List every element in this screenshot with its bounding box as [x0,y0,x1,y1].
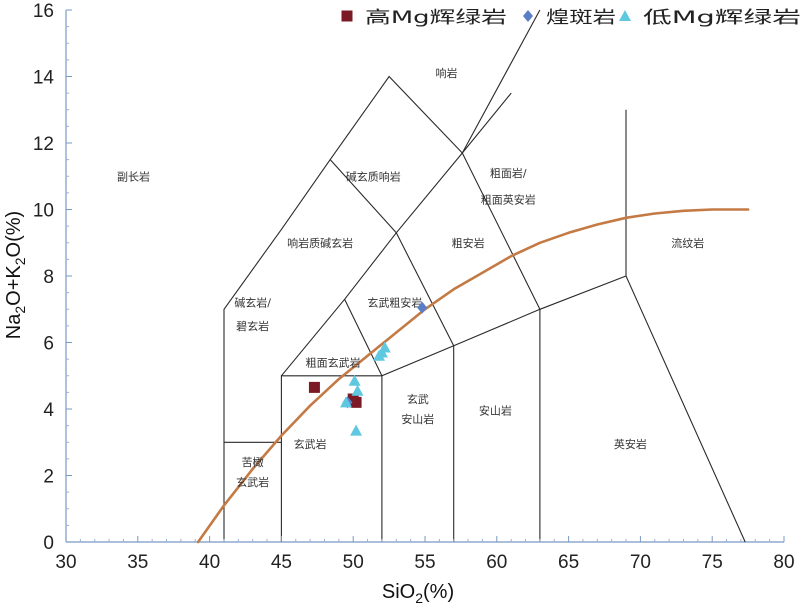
triangle-data-point [348,374,361,386]
alkaline-subalkaline-curve [196,208,750,544]
field-label: 粗面英安岩 [481,193,536,207]
diamond-data-point [417,301,428,314]
y-tick-label: 2 [43,467,54,488]
field-label: 碱玄岩/ [234,296,271,310]
field-boundary-line [280,375,383,542]
field-label: 碧玄岩 [236,319,269,333]
plot-frame [65,10,784,543]
y-tick-label: 10 [33,201,54,222]
field-label: 响岩 [436,66,458,80]
y-tick-label: 16 [33,1,54,22]
triangle-data-point [373,349,386,361]
field-label: 英安岩 [614,437,647,451]
y-tick-label: 14 [33,68,55,89]
legend-label: 低Mg辉绿岩 [643,8,800,28]
field-label: 安山岩 [401,412,434,426]
x-tick-label: 30 [55,552,76,573]
field-boundary-line [344,275,627,377]
legend-square-marker [341,10,353,22]
x-tick-label: 50 [343,552,364,573]
data-points [308,301,428,436]
x-tick-label: 70 [630,552,651,573]
y-tick-label: 12 [33,134,54,155]
field-boundary-line [625,109,746,543]
field-boundary-line [395,232,455,347]
x-tick-label: 60 [486,552,507,573]
x-tick-label: 65 [558,552,579,573]
triangle-data-point [351,384,364,396]
axis-ticks: 30 35 40 45 50 55 60 65 70 75 80 0 2 4 6 8 10 12 14 16 [33,1,795,573]
field-label: 粗安岩 [452,236,485,250]
field-label: 碱玄质响岩 [346,169,401,183]
field-label: 玄武岩 [236,475,269,489]
y-tick-label: 0 [43,533,54,554]
alkaline-curve-line [196,208,750,544]
field-label: 安山岩 [479,404,512,418]
triangle-data-point [340,396,353,408]
square-data-point [350,396,362,408]
x-tick-label: 55 [414,552,435,573]
legend: 高Mg辉绿岩 煌斑岩 低Mg辉绿岩 [341,8,800,28]
field-label: 粗面岩/ [490,166,527,180]
field-boundaries [223,9,746,543]
field-boundary-line [461,152,541,542]
legend-label: 煌斑岩 [546,8,616,28]
square-data-point [308,381,320,393]
field-label: 苦橄 [242,455,264,469]
legend-label: 高Mg辉绿岩 [365,8,507,28]
field-label: 副长岩 [117,169,150,183]
x-tick-label: 75 [702,552,723,573]
y-tick-label: 8 [43,267,54,288]
field-label: 玄武岩 [294,437,327,451]
x-tick-label: 40 [199,552,220,573]
x-axis-title: SiO2(%) [382,581,454,606]
x-tick-label: 35 [127,552,148,573]
field-label: 粗面玄武岩 [306,355,361,369]
field-label: 玄武 [407,392,429,406]
y-tick-label: 6 [43,334,54,355]
legend-triangle-marker [619,10,631,21]
triangle-data-point [350,424,363,436]
y-axis-title: Na2O+K2O(%) [3,211,28,339]
x-tick-label: 45 [271,552,292,573]
x-tick-label: 80 [773,552,794,573]
field-label: 流纹岩 [671,236,704,250]
field-label: 响岩质碱玄岩 [287,236,353,250]
field-boundary-line [329,159,397,234]
legend-diamond-marker [523,10,533,22]
field-label: 玄武粗安岩 [367,296,422,310]
y-tick-label: 4 [43,400,54,421]
